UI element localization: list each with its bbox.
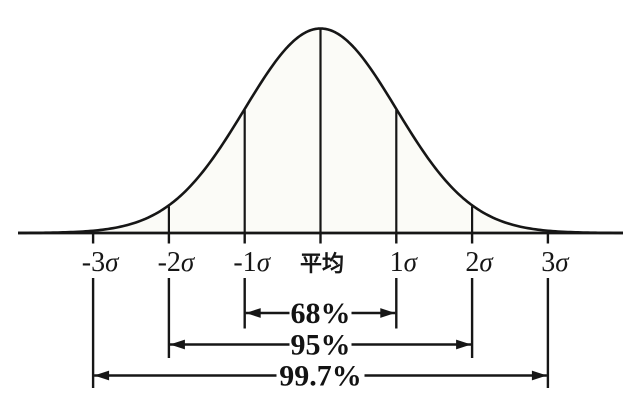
sigma-symbol: σ [555,247,570,277]
label-gap [289,331,352,358]
axis-label-number: 2 [465,247,479,278]
sigma-symbol: σ [105,247,120,277]
axis-label-number: -2 [158,247,181,278]
axis-label-number: -3 [82,247,105,278]
axis-label-pos-1: 1σ [390,247,419,278]
arrowhead-left [245,308,261,318]
arrowhead-left [94,370,110,381]
arrowhead-right [531,370,547,381]
range-label-68: 68% [291,297,351,330]
sigma-symbol: σ [257,247,272,277]
axis-label-pos-2: 2σ [465,247,494,278]
arrowhead-right [456,339,472,350]
sigma-symbol: σ [479,247,494,277]
arrowhead-left [169,339,185,350]
sigma-symbol: σ [181,247,196,277]
range-band-99.7: 99.7% [91,278,550,393]
axis-label-mean: 平均 [300,251,344,277]
arrowhead-right [380,308,396,318]
axis-label-neg-2: -2σ [158,247,196,278]
range-band-68: 68% [243,278,398,330]
axis-label-neg-1: -1σ [233,247,271,278]
axis-label-number: 3 [541,247,555,278]
axis-label-number: -1 [233,247,256,278]
range-band-95: 95% [167,278,474,362]
axis-label-neg-3: -3σ [82,247,120,278]
bell-curve [17,27,624,235]
range-label-95: 95% [291,329,351,362]
sigma-symbol: σ [404,247,419,277]
label-gap [289,299,352,327]
axis-label-number: 1 [390,247,404,278]
axis-label-pos-3: 3σ [541,247,570,278]
label-gap [276,362,365,389]
range-label-99.7: 99.7% [279,360,362,393]
